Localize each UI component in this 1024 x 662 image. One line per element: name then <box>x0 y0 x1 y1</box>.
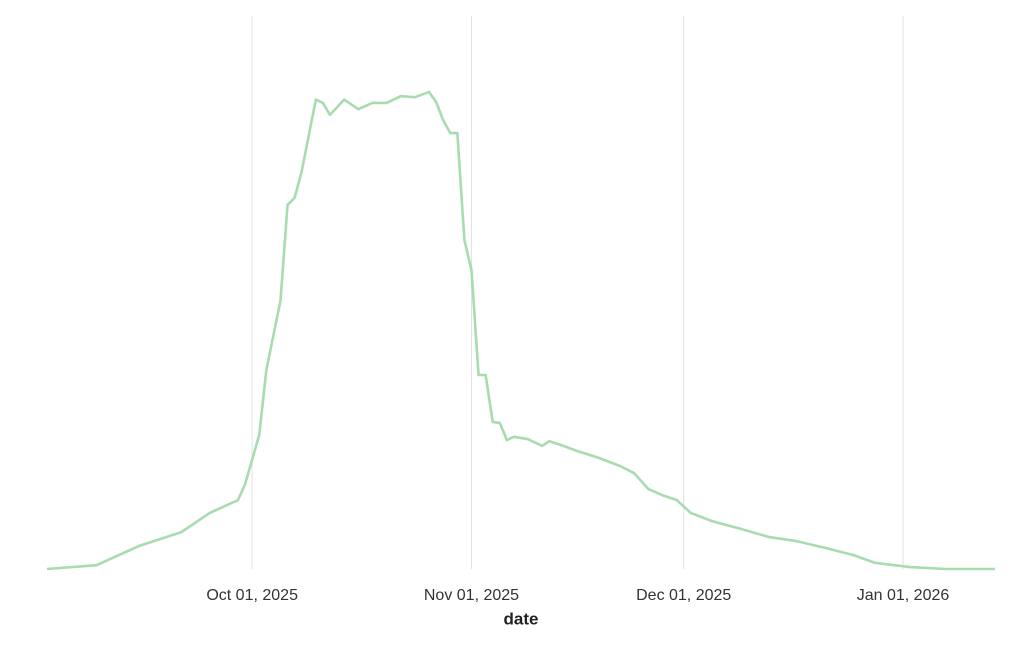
x-tick-label: Jan 01, 2026 <box>857 587 950 604</box>
x-axis-label: date <box>504 609 539 628</box>
x-tick-label: Oct 01, 2025 <box>206 587 298 604</box>
x-tick-label: Nov 01, 2025 <box>424 587 519 604</box>
data-line <box>46 90 995 571</box>
x-tick-label: Dec 01, 2025 <box>636 587 731 604</box>
